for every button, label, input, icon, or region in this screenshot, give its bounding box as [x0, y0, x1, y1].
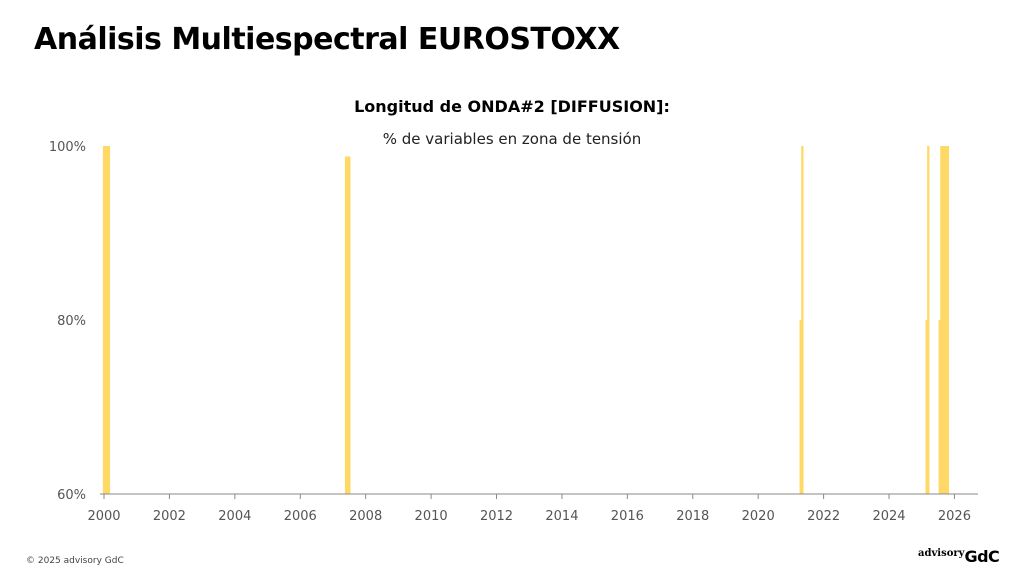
- bar: [925, 320, 928, 494]
- x-tick-label: 2024: [872, 509, 905, 524]
- x-tick-label: 2016: [611, 509, 644, 524]
- x-tick-label: 2000: [87, 509, 120, 524]
- bar: [346, 156, 349, 494]
- x-tick-label: 2002: [153, 509, 186, 524]
- bar: [943, 146, 946, 494]
- bar: [940, 146, 943, 494]
- x-tick-label: 2026: [938, 509, 971, 524]
- slide-title: Análisis Multiespectral EUROSTOXX: [34, 22, 620, 57]
- brand-logo-small: advisory: [918, 548, 965, 559]
- y-tick-label: 100%: [49, 140, 86, 155]
- bar: [102, 146, 106, 494]
- x-axis-ticks: 2000 2002 2004 2006 2008 2010 2012 2014 2016 2018…: [87, 494, 971, 524]
- x-tick-label: 2022: [807, 509, 840, 524]
- x-tick-label: 2006: [284, 509, 317, 524]
- brand-logo: advisoryGdC: [918, 547, 1000, 566]
- bar: [941, 146, 945, 494]
- x-tick-label: 2012: [480, 509, 513, 524]
- bar: [106, 146, 109, 494]
- bar: [946, 146, 950, 494]
- chart-title: Longitud de ONDA#2 [DIFFUSION]:: [354, 97, 670, 116]
- bar: [348, 156, 351, 494]
- bar: [104, 146, 107, 494]
- chart-subtitle: % de variables en zona de tensión: [382, 130, 642, 148]
- x-tick-label: 2018: [676, 509, 709, 524]
- y-tick-label: 80%: [57, 314, 86, 329]
- bar: [938, 320, 941, 494]
- x-tick-label: 2020: [742, 509, 775, 524]
- bar: [801, 146, 804, 494]
- bar: [107, 146, 111, 494]
- y-tick-label: 60%: [57, 488, 86, 503]
- bar: [945, 146, 948, 494]
- bar-series: [102, 146, 950, 494]
- brand-logo-big: GdC: [964, 547, 1000, 566]
- bar: [799, 320, 802, 494]
- bar: [927, 146, 930, 494]
- y-axis-ticks: 60% 80% 100%: [49, 140, 86, 503]
- bar: [344, 156, 348, 494]
- copyright-footer: © 2025 advisory GdC: [26, 556, 124, 566]
- x-tick-label: 2008: [349, 509, 382, 524]
- x-tick-label: 2010: [415, 509, 448, 524]
- x-tick-label: 2014: [545, 509, 578, 524]
- x-tick-label: 2004: [218, 509, 251, 524]
